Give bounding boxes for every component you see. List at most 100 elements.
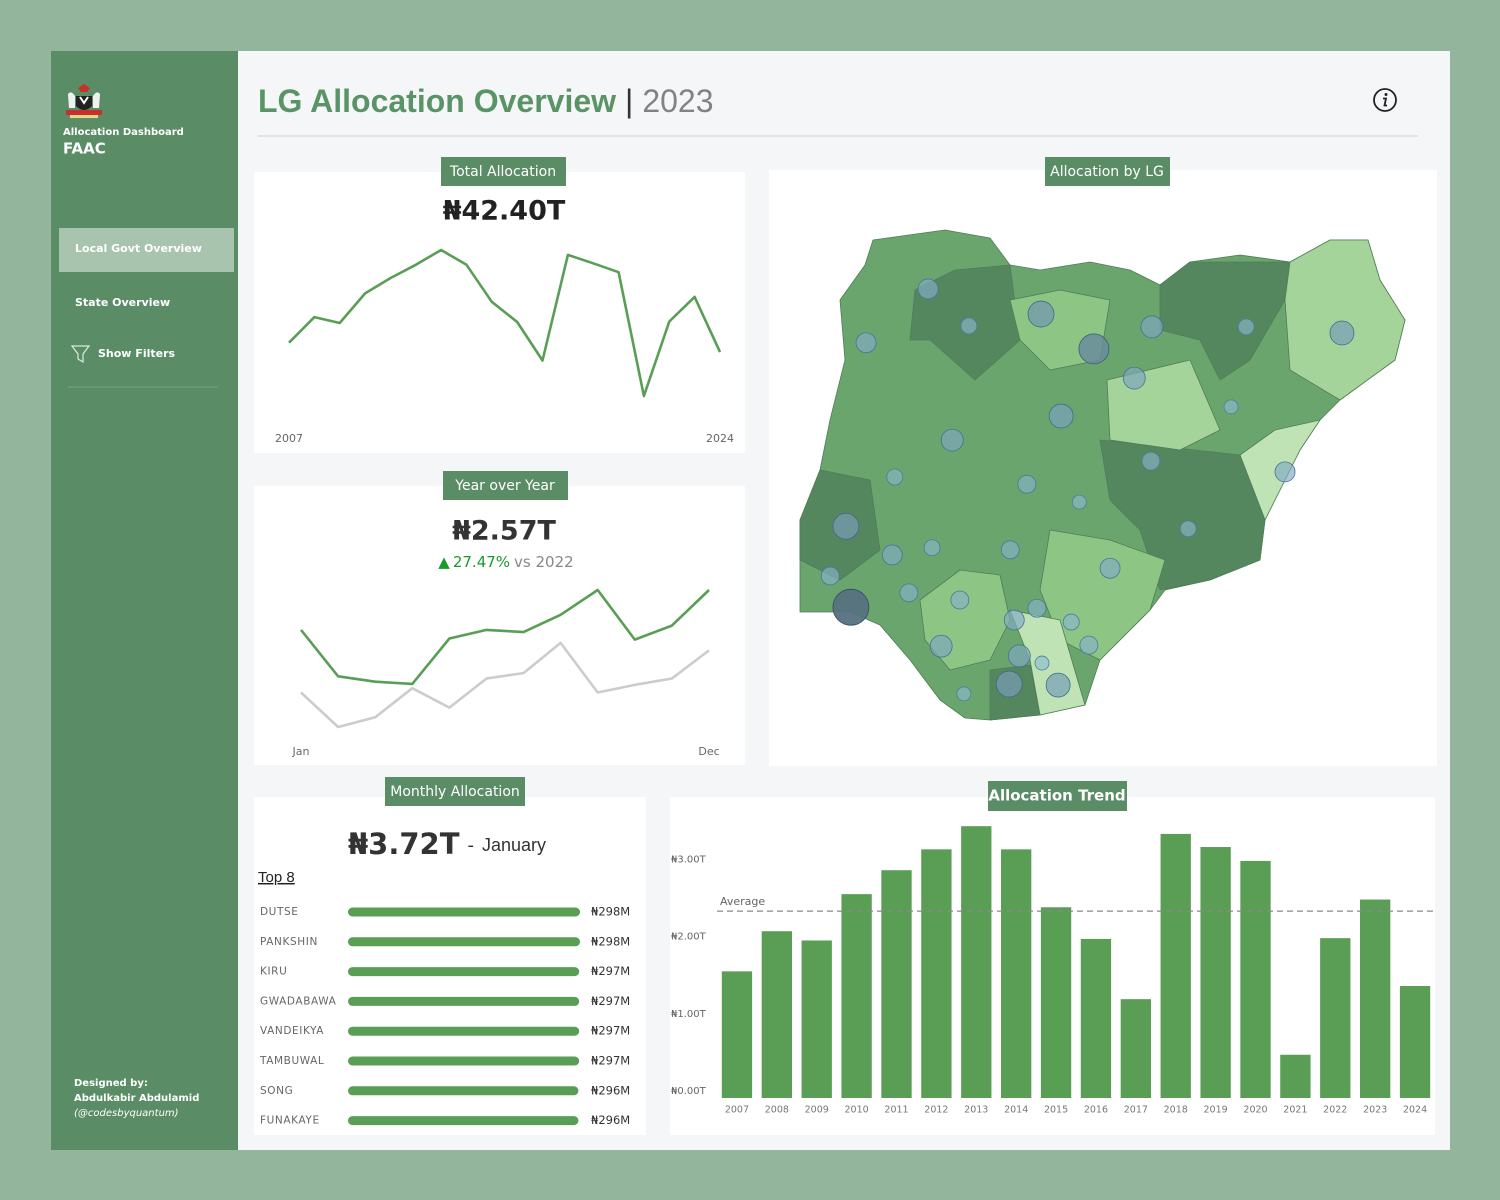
bubble [917,278,939,300]
bar [1240,860,1271,1098]
bubble [956,686,972,702]
line [299,588,710,686]
bar [841,894,872,1098]
bar [1399,986,1431,1098]
kpi: ₦3.72T - January [348,827,546,861]
bubble [832,588,870,626]
emblem [66,84,102,118]
title-text: LG Allocation Overview [258,83,616,119]
x-tick-label: 2024 [706,432,734,445]
panel-title: Total Allocation [449,164,556,180]
x-tick-label: 2009 [805,1105,829,1116]
x-tick-label: 2018 [1164,1105,1188,1116]
kpi: ₦2.57T [452,516,556,547]
list-subtitle[interactable]: Top 8 [258,869,295,886]
bubble [1141,451,1161,471]
bubble [1223,399,1239,415]
brand: FAAC [63,140,106,158]
bubble [855,332,877,354]
x-tick-label: 2024 [1403,1105,1427,1116]
bubble [1062,613,1080,631]
bubble [1140,315,1164,339]
bubble [923,539,941,557]
nav-item[interactable]: State Overview [75,296,170,309]
bubble [940,428,964,452]
kpi-period: January [482,835,546,855]
filter-icon [70,345,91,364]
bar [348,937,580,947]
reference-label: Average [720,895,765,908]
bar [801,940,832,1098]
panel [254,797,646,1135]
bar [348,1086,579,1096]
bubble [1048,403,1074,429]
bubble [820,566,840,586]
bubble [1000,540,1020,560]
bubble [832,512,860,540]
x-tick-label: 2021 [1283,1105,1307,1116]
x-tick-label: 2020 [1243,1105,1267,1116]
sidebar [51,51,238,1150]
page-title: LG Allocation Overview | 2023 [258,83,714,119]
category-label: VANDEIKYA [260,1025,324,1037]
y-tick-label: ₦2.00T [671,932,707,943]
x-tick-label: 2016 [1084,1105,1108,1116]
credit-label: Designed by: [74,1078,148,1089]
bubble [1122,366,1146,390]
panel [254,172,745,453]
bar [1200,847,1231,1098]
panel-title: Monthly Allocation [390,784,520,800]
change-value: 27.47% [453,553,510,571]
category-label: PANKSHIN [260,936,318,948]
bubble [1071,494,1087,510]
bar [1280,1054,1311,1098]
info-button[interactable] [1373,88,1397,112]
bubble [881,544,903,566]
category-label: FUNAKAYE [260,1115,320,1127]
y-tick-label: ₦3.00T [671,854,707,865]
category-label: TAMBUWAL [259,1055,324,1067]
x-tick-label: 2014 [1004,1105,1028,1116]
value-label: ₦298M [591,934,630,948]
bar [348,1026,580,1036]
x-tick-label: 2011 [884,1105,908,1116]
x-tick-label: 2007 [725,1105,749,1116]
panel-tag [1045,157,1170,186]
bar [348,907,580,917]
bubble [950,590,970,610]
dashboard-subtitle: Allocation Dashboard [63,127,184,138]
x-tick-label: 2010 [845,1105,869,1116]
bar [348,1056,580,1066]
bubble [1179,520,1197,538]
bar [961,826,992,1098]
kpi-value: ₦3.72T [348,827,460,861]
x-tick-label: Jan [292,745,310,758]
bar [1120,999,1151,1098]
value-label: ₦297M [591,994,630,1008]
x-tick-label: Dec [698,745,719,758]
value-label: ₦297M [591,964,630,978]
change-arrow: ▲ [438,553,450,571]
value-label: ₦297M [591,1054,630,1068]
nav-item[interactable]: Show Filters [98,347,176,360]
bubble [995,670,1023,698]
x-tick-label: 2008 [765,1105,789,1116]
bubble [899,583,919,603]
y-tick-label: ₦0.00T [671,1086,707,1097]
bar [1080,938,1112,1098]
bar [721,971,753,1098]
bubble [1274,461,1296,483]
nav-item[interactable]: Local Govt Overview [75,242,202,255]
line [288,248,722,398]
x-tick-label: 2023 [1363,1105,1387,1116]
panel-tag [443,471,568,500]
value-label: ₦297M [591,1024,630,1038]
bar [881,870,912,1098]
bar [348,1116,579,1126]
bubble [1079,635,1099,655]
value-label: ₦296M [591,1083,630,1097]
x-tick-label: 2015 [1044,1105,1068,1116]
bar [348,967,580,977]
bubble [1003,609,1025,631]
